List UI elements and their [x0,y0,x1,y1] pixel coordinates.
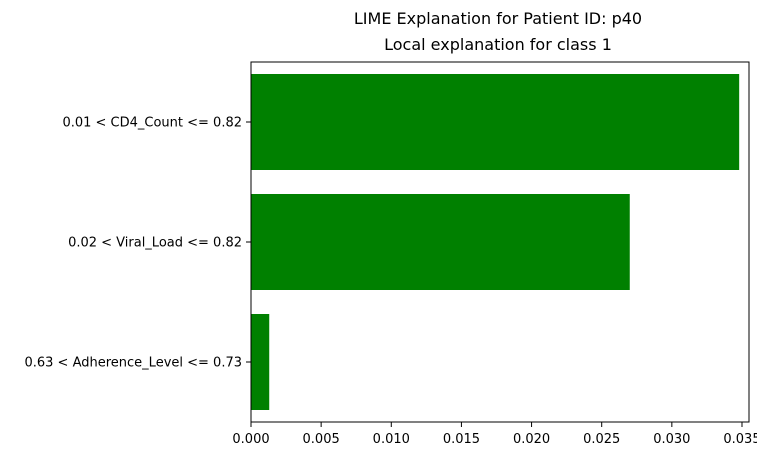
y-tick-label: 0.01 < CD4_Count <= 0.82 [62,116,242,131]
x-tick-label: 0.025 [583,432,620,447]
x-tick-label: 0.020 [513,432,550,447]
bar-3 [251,314,270,410]
bars-group [251,74,740,410]
plot-area-frame [250,61,750,423]
y-tick-label: 0.63 < Adherence_Level <= 0.73 [24,356,242,371]
figure-title: LIME Explanation for Patient ID: p40 [354,9,642,28]
y-tick-label: 0.02 < Viral_Load <= 0.82 [68,236,242,251]
y-axis-ticks: 0.01 < CD4_Count <= 0.82 0.02 < Viral_Loa… [24,116,251,371]
x-tick-label: 0.035 [723,432,757,447]
x-tick-label: 0.030 [653,432,690,447]
bar-1 [251,74,740,170]
chart-title: Local explanation for class 1 [384,35,612,54]
x-tick-label: 0.005 [303,432,340,447]
x-axis-ticks: 0.000 0.005 0.010 0.015 0.020 0.025 0.030 0.035 [232,422,757,447]
bar-2 [251,194,630,290]
x-tick-label: 0.000 [232,432,269,447]
x-tick-label: 0.010 [373,432,410,447]
x-tick-label: 0.015 [443,432,480,447]
